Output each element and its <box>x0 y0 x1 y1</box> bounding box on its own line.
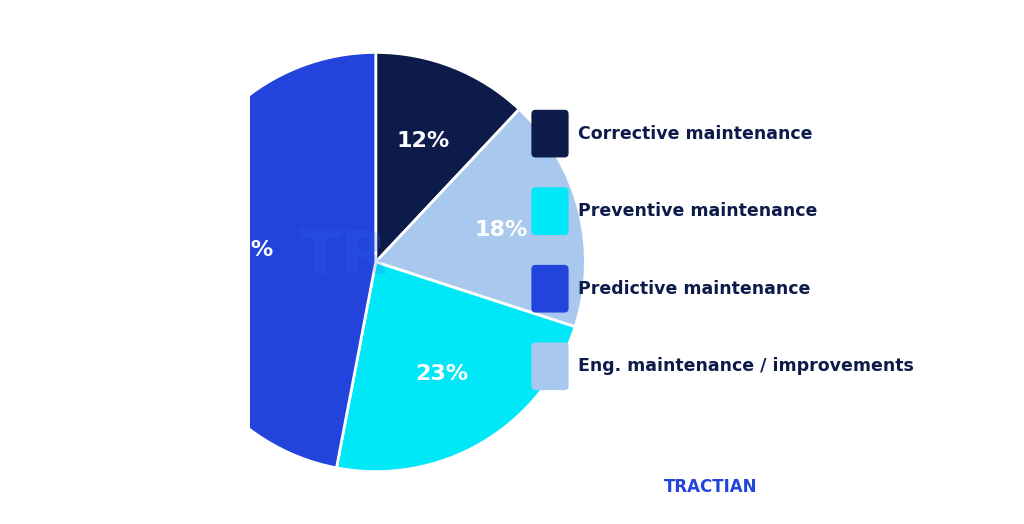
Wedge shape <box>376 52 519 262</box>
Text: Predictive maintenance: Predictive maintenance <box>578 280 810 298</box>
Text: 12%: 12% <box>397 131 451 151</box>
Text: 23%: 23% <box>416 364 468 384</box>
FancyBboxPatch shape <box>531 110 568 157</box>
Text: 18%: 18% <box>475 220 528 239</box>
Text: 47%: 47% <box>220 240 273 260</box>
FancyBboxPatch shape <box>531 343 568 390</box>
Text: Preventive maintenance: Preventive maintenance <box>578 202 817 220</box>
Text: Corrective maintenance: Corrective maintenance <box>578 125 812 143</box>
Text: TRACTIAN: TRACTIAN <box>665 478 758 496</box>
Wedge shape <box>337 262 575 472</box>
FancyBboxPatch shape <box>531 265 568 312</box>
FancyBboxPatch shape <box>531 188 568 235</box>
Wedge shape <box>166 52 376 468</box>
Wedge shape <box>376 109 586 327</box>
Text: TR: TR <box>300 227 389 286</box>
Text: Eng. maintenance / improvements: Eng. maintenance / improvements <box>578 357 913 375</box>
